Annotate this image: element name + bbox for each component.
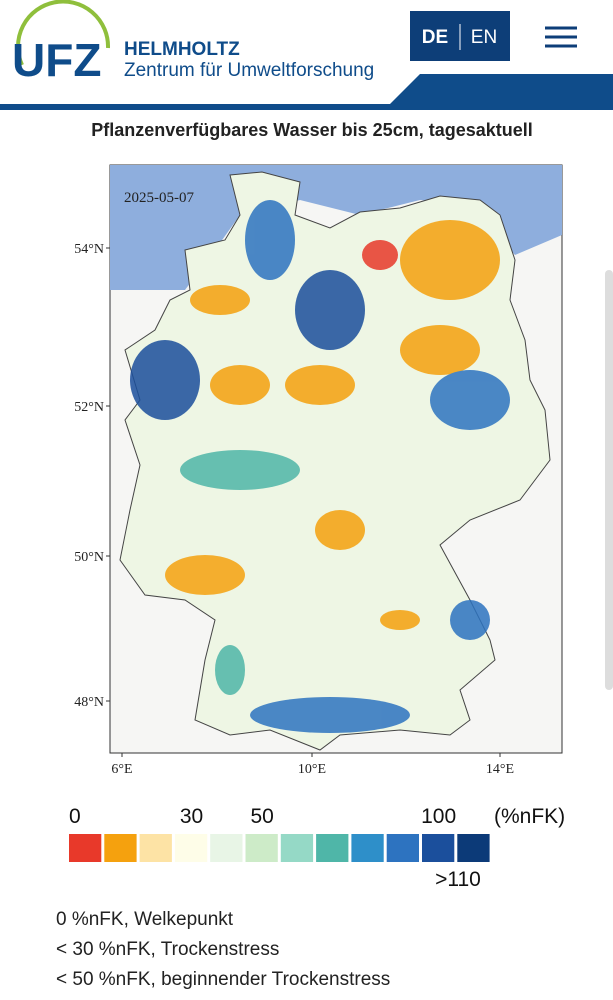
legend-swatch bbox=[422, 834, 455, 862]
legend-swatch bbox=[351, 834, 384, 862]
legend-label: 100 bbox=[421, 805, 456, 828]
scrollbar bbox=[605, 270, 613, 690]
map-title: Pflanzenverfügbares Wasser bis 25cm, tag… bbox=[91, 120, 533, 140]
lat-label: 52°N bbox=[74, 400, 104, 415]
legend-swatch bbox=[69, 834, 102, 862]
lon-label: 10°E bbox=[298, 762, 326, 777]
map-date: 2025-05-07 bbox=[124, 190, 194, 206]
legend-swatch bbox=[386, 834, 419, 862]
logo[interactable]: UFZ bbox=[12, 34, 101, 86]
lat-label: 54°N bbox=[74, 242, 104, 257]
legend-swatch bbox=[210, 834, 243, 862]
header-accent bbox=[390, 74, 613, 110]
legend-label: 0 bbox=[69, 805, 81, 828]
legend-top-label: >110 bbox=[435, 868, 481, 891]
menu-button[interactable] bbox=[545, 26, 577, 48]
legend-swatch bbox=[245, 834, 278, 862]
legend-swatch bbox=[457, 834, 490, 862]
note: < 30 %nFK, Trockenstress bbox=[56, 939, 279, 960]
lon-label: 6°E bbox=[111, 762, 132, 777]
legend-label: 50 bbox=[250, 805, 273, 828]
legend-swatch bbox=[104, 834, 137, 862]
lat-label: 48°N bbox=[74, 695, 104, 710]
legend-unit: (%nFK) bbox=[494, 805, 565, 828]
org-subtitle: Zentrum für Umweltforschung bbox=[124, 60, 374, 81]
legend-swatch bbox=[174, 834, 208, 862]
note: 0 %nFK, Welkepunkt bbox=[56, 909, 234, 930]
moisture-patterns bbox=[130, 200, 510, 733]
org-name: HELMHOLTZ bbox=[124, 39, 240, 60]
lang-de[interactable]: DE bbox=[422, 27, 448, 48]
legend-swatch bbox=[280, 834, 314, 862]
legend-label: 30 bbox=[180, 805, 203, 828]
legend-swatch bbox=[139, 834, 172, 862]
lang-en[interactable]: EN bbox=[471, 27, 497, 48]
note: < 50 %nFK, beginnender Trockenstress bbox=[56, 969, 390, 990]
sea bbox=[110, 165, 562, 290]
lat-label: 50°N bbox=[74, 550, 104, 565]
logo-arc bbox=[16, 0, 111, 66]
header-bar bbox=[0, 104, 613, 110]
lon-label: 14°E bbox=[486, 762, 514, 777]
legend-swatch bbox=[316, 834, 349, 862]
